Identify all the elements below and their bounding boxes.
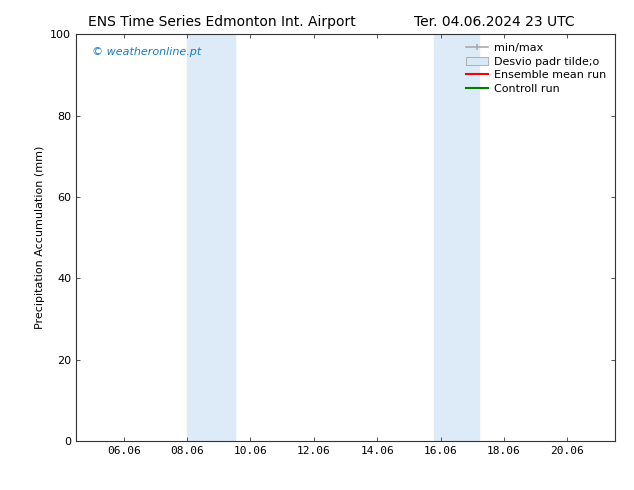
Bar <box>187 34 235 441</box>
Legend: min/max, Desvio padr tilde;o, Ensemble mean run, Controll run: min/max, Desvio padr tilde;o, Ensemble m… <box>463 40 609 97</box>
Text: ENS Time Series Edmonton Int. Airport: ENS Time Series Edmonton Int. Airport <box>88 15 356 29</box>
Bar <box>434 34 479 441</box>
Text: © weatheronline.pt: © weatheronline.pt <box>93 47 202 56</box>
Y-axis label: Precipitation Accumulation (mm): Precipitation Accumulation (mm) <box>35 146 44 329</box>
Text: Ter. 04.06.2024 23 UTC: Ter. 04.06.2024 23 UTC <box>414 15 575 29</box>
